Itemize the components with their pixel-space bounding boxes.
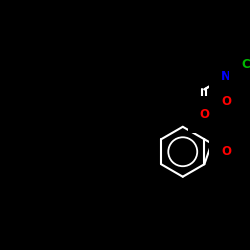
Text: Cl: Cl [241, 58, 250, 71]
Text: O: O [200, 108, 209, 121]
Text: N: N [221, 70, 231, 83]
Text: O: O [221, 95, 231, 108]
Text: O: O [221, 145, 231, 158]
